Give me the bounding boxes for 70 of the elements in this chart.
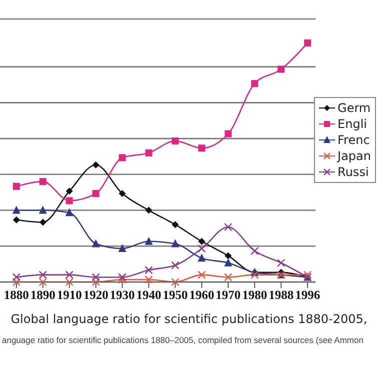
point: [12, 182, 20, 190]
point: [224, 273, 232, 282]
x-tick-label: 1940: [136, 288, 162, 302]
point: [198, 238, 206, 245]
x-tick-label: 1880: [4, 288, 29, 302]
point: [118, 190, 126, 198]
point: [38, 206, 47, 214]
point: [224, 222, 232, 232]
legend-label: Germ: [338, 101, 371, 115]
point: [304, 39, 312, 46]
x-tick-label: 1950: [162, 288, 188, 302]
point: [144, 276, 153, 284]
x-tick-label: 1988: [268, 288, 294, 302]
x-tick-label: 1890: [30, 288, 56, 302]
x-tick-label: 1980: [242, 288, 268, 302]
point: [38, 278, 47, 286]
text: anguage ratio for scientific publications 1880–2005, compiled from several sources (see Ammon: [2, 335, 364, 346]
point: [92, 278, 100, 286]
point: [171, 278, 180, 286]
point: [12, 273, 21, 282]
x-tick-label: 1930: [110, 288, 135, 302]
x-tick-label: 1970: [216, 288, 241, 302]
x-axis-title: Global language ratio for scientific publications 1880-2005,: [10, 312, 368, 326]
point: [224, 130, 232, 138]
point: [172, 221, 179, 228]
point: [65, 208, 74, 216]
point: [92, 190, 100, 198]
point: [198, 244, 206, 253]
point: [224, 252, 232, 260]
legend-label: Japan: [338, 149, 371, 163]
point: [39, 178, 46, 186]
x-tick-label: 1996: [295, 288, 320, 302]
point: [171, 261, 180, 270]
point: [12, 216, 20, 224]
point: [118, 276, 126, 284]
x-tick-label: 1920: [83, 288, 108, 302]
point: [145, 149, 152, 156]
point: [118, 273, 126, 282]
point: [250, 246, 259, 256]
point: [198, 144, 206, 152]
point: [171, 239, 180, 248]
point: [172, 137, 179, 144]
point: [66, 188, 73, 195]
point: [198, 270, 206, 279]
point: [251, 80, 258, 88]
point: [145, 206, 152, 214]
legend-label: Frenc: [338, 133, 370, 147]
point: [38, 270, 47, 279]
x-tick-label: 1960: [189, 288, 214, 302]
point: [118, 244, 126, 252]
point: [92, 273, 100, 282]
legend-label: Engli: [338, 117, 368, 131]
point: [250, 270, 259, 279]
point: [198, 254, 206, 262]
point: [12, 278, 21, 286]
legend-label: Russi: [338, 165, 369, 179]
point: [224, 258, 232, 266]
point: [12, 206, 20, 214]
point: [277, 258, 286, 267]
point: [92, 239, 100, 248]
point: [65, 270, 74, 279]
point: [92, 161, 100, 168]
point: [39, 218, 46, 226]
x-tick-label: 1910: [56, 288, 82, 302]
point: [278, 66, 285, 73]
point: [144, 236, 153, 245]
point: [66, 197, 73, 204]
point: [144, 266, 153, 274]
point: [65, 278, 74, 286]
point: [118, 154, 126, 162]
